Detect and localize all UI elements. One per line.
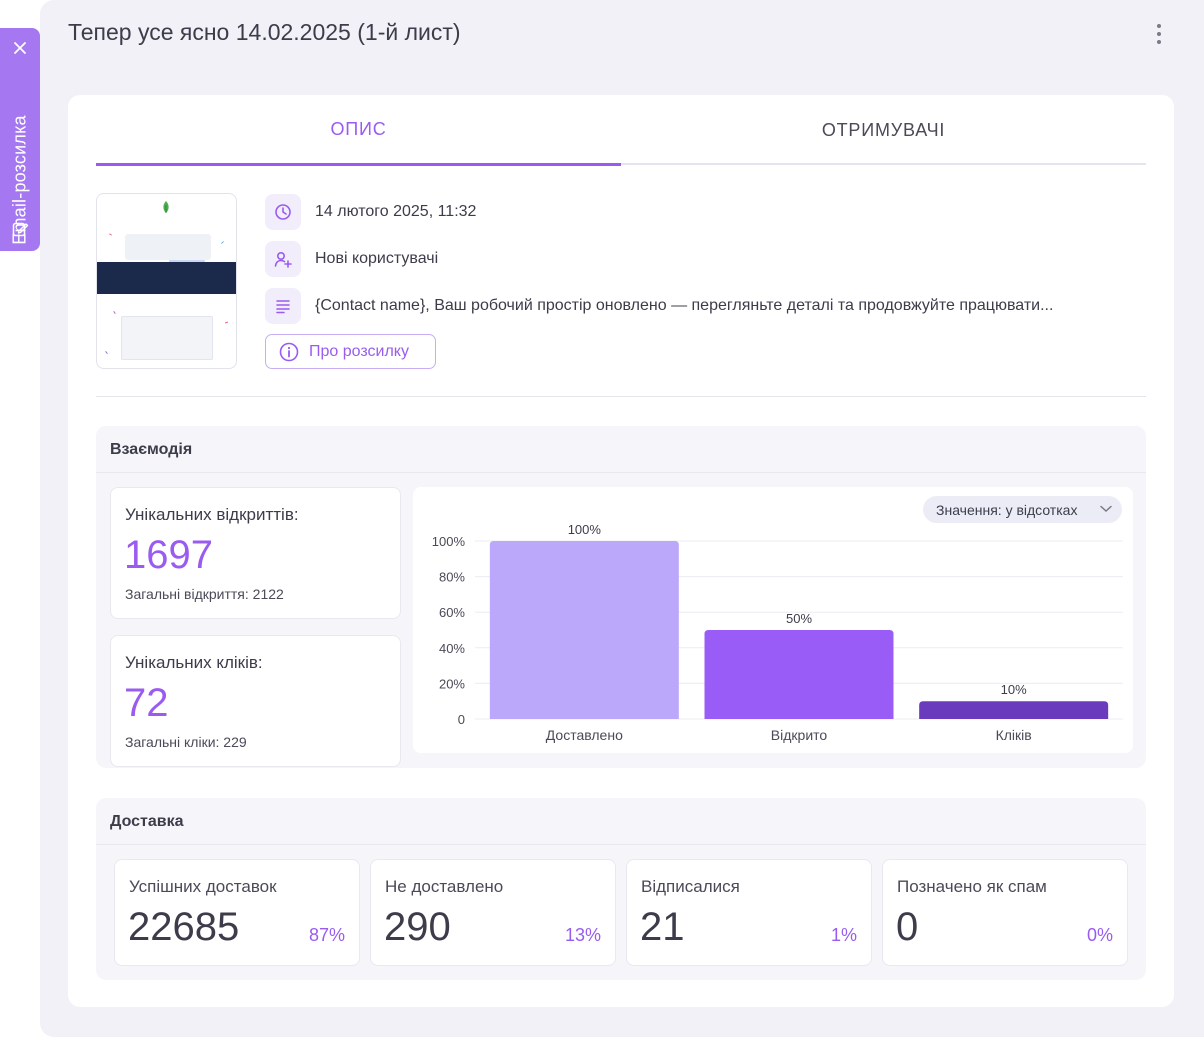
clock-icon <box>265 194 301 230</box>
page-title: Тепер усе ясно 14.02.2025 (1-й лист) <box>68 19 461 45</box>
value-mode-select[interactable]: Значення: у відсотках <box>923 496 1122 523</box>
x-category-label: Кліків <box>996 727 1032 743</box>
preheader-text: {Contact name}, Ваш робочий простір онов… <box>315 297 1054 314</box>
engagement-section: Взаємодія Унікальних відкриттів: 1697 За… <box>96 426 1146 768</box>
preview-band <box>97 262 236 294</box>
not-delivered-label: Не доставлено <box>385 877 504 896</box>
y-tick-label: 40% <box>439 641 465 656</box>
info-icon <box>279 342 299 361</box>
unsubscribed-card: Відписалися 21 1% <box>626 859 872 966</box>
divider <box>96 396 1146 397</box>
y-tick-label: 20% <box>439 676 465 691</box>
unique-clicks-value: 72 <box>124 681 169 725</box>
audience-name: Нові користувачі <box>315 250 439 267</box>
delivered-value: 22685 <box>128 905 240 949</box>
x-category-label: Відкрито <box>771 727 828 743</box>
audience-row: Нові користувачі <box>265 241 438 277</box>
spam-card: Позначено як спам 0 0% <box>882 859 1128 966</box>
email-campaign-side-tab[interactable]: Email-розсилка <box>0 28 40 251</box>
preheader-row: {Contact name}, Ваш робочий простір онов… <box>265 288 1053 324</box>
delivered-card: Успішних доставок 22685 87% <box>114 859 360 966</box>
about-campaign-button[interactable]: Про розсилку <box>265 334 436 369</box>
y-tick-label: 60% <box>439 605 465 620</box>
unsubscribed-value: 21 <box>640 905 685 949</box>
about-campaign-label: Про розсилку <box>309 342 409 360</box>
not-delivered-card: Не доставлено 290 13% <box>370 859 616 966</box>
y-tick-label: 80% <box>439 570 465 585</box>
unsubscribed-label: Відписалися <box>641 877 740 896</box>
user-add-icon <box>265 241 301 277</box>
send-date-row: 14 лютого 2025, 11:32 <box>265 194 476 230</box>
unique-clicks-card: Унікальних кліків: 72 Загальні кліки: 22… <box>110 635 401 767</box>
close-icon[interactable] <box>12 40 28 56</box>
tab-recipients[interactable]: ОТРИМУВАЧІ <box>821 119 946 140</box>
preview-illustration <box>125 234 211 265</box>
engagement-title: Взаємодія <box>110 441 193 458</box>
bar <box>919 701 1109 719</box>
unique-opens-value: 1697 <box>124 533 213 577</box>
bar <box>704 630 894 719</box>
bar-value-label: 10% <box>1001 682 1027 697</box>
spam-percent: 0% <box>1086 925 1113 945</box>
engagement-chart: Значення: у відсотках 100% 80% 60% 40% 20% 0 1… <box>413 487 1133 753</box>
text-lines-icon <box>265 288 301 324</box>
kebab-menu-icon[interactable] <box>1150 22 1168 46</box>
not-delivered-percent: 13% <box>564 925 601 945</box>
edit-icon <box>12 222 29 237</box>
not-delivered-value: 290 <box>384 905 451 949</box>
value-mode-label: Значення: у відсотках <box>936 501 1078 518</box>
delivered-percent: 87% <box>308 925 345 945</box>
preview-structure-block <box>121 316 213 360</box>
send-date: 14 лютого 2025, 11:32 <box>315 203 477 220</box>
delivery-title: Доставка <box>110 813 184 830</box>
bar-value-label: 50% <box>786 611 812 626</box>
delivery-section: Доставка Успішних доставок 22685 87% Не … <box>96 798 1146 980</box>
unsubscribed-percent: 1% <box>830 925 857 945</box>
unique-opens-label: Унікальних відкриттів: <box>125 505 299 524</box>
bar <box>489 541 679 719</box>
campaign-card: ОПИС ОТРИМУВАЧІ 14 лютого 2025, 11:32 <box>68 95 1174 1007</box>
y-tick-label: 0 <box>458 712 465 727</box>
unique-clicks-label: Унікальних кліків: <box>125 653 263 672</box>
tab-description[interactable]: ОПИС <box>96 95 621 166</box>
bar-value-label: 100% <box>568 522 602 537</box>
total-opens: Загальні відкриття: 2122 <box>125 586 284 602</box>
unique-opens-card: Унікальних відкриттів: 1697 Загальні від… <box>110 487 401 619</box>
total-clicks: Загальні кліки: 229 <box>125 734 247 750</box>
campaign-panel: Тепер усе ясно 14.02.2025 (1-й лист) ОПИ… <box>40 0 1204 1037</box>
email-preview-thumbnail[interactable] <box>96 193 237 369</box>
x-category-label: Доставлено <box>546 727 623 743</box>
delivered-label: Успішних доставок <box>129 877 277 896</box>
chevron-down-icon <box>1100 505 1112 513</box>
y-tick-label: 100% <box>432 534 466 549</box>
spam-label: Позначено як спам <box>897 877 1047 896</box>
spam-value: 0 <box>896 905 919 949</box>
bar-chart: 100% 80% 60% 40% 20% 0 100% Доставлено 50% Відкри… <box>432 522 1123 743</box>
brand-logo-icon <box>163 201 169 213</box>
tabs-bar: ОПИС ОТРИМУВАЧІ <box>96 95 1146 166</box>
